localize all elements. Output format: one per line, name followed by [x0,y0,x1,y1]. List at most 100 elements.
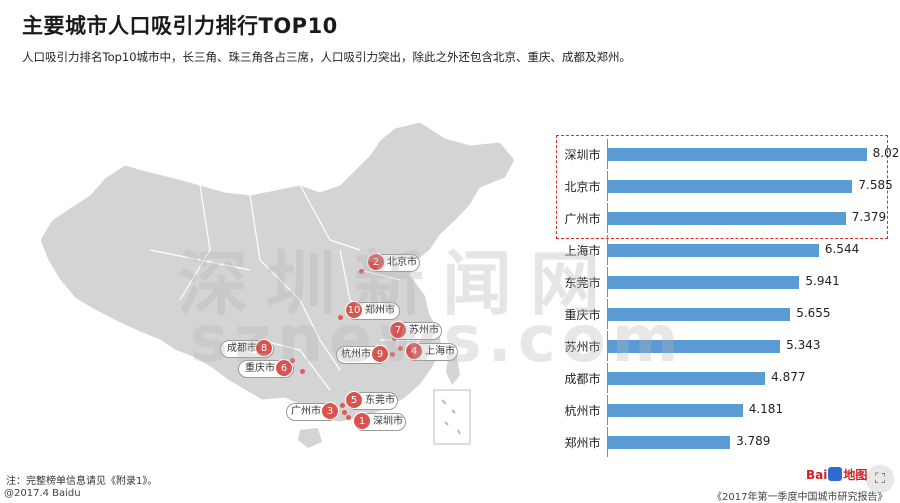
footnote: 注：完整榜单信息请见《附录1》。 [6,476,158,487]
city-name: 杭州市 [341,349,371,360]
value-label: 4.181 [748,402,784,416]
city-name: 东莞市 [365,395,395,406]
page-title: 主要城市人口吸引力排行TOP10 [22,14,338,38]
copyright: @2017.4 Baidu [4,488,81,499]
axis-line [607,267,608,297]
city-name: 苏州市 [409,325,439,336]
city-dot-chengdu [290,358,295,363]
axis-line [607,171,608,201]
bar [608,308,791,321]
south-china-sea-inset [433,389,471,445]
city-name: 广州市 [291,406,321,417]
category-label: 郑州市 [564,436,601,450]
china-mainland [39,121,516,423]
axis-line [607,299,608,329]
axis-line [607,427,608,457]
bar-row: 重庆市 5.655 [556,299,896,329]
bar-row: 北京市 7.585 [556,171,896,201]
category-label: 成都市 [564,372,601,386]
bar [608,404,743,417]
city-name: 深圳市 [373,416,403,427]
city-label-shenzhen: 1 深圳市 [353,412,406,431]
value-label: 5.655 [796,306,831,320]
city-name: 重庆市 [245,363,275,374]
bar-row: 杭州市 4.181 [556,395,896,425]
category-label: 杭州市 [564,404,601,418]
bar-row: 深圳市 8.027 [556,139,900,169]
bar [608,244,819,257]
fullscreen-button[interactable]: ⛶ [867,466,893,492]
city-name: 郑州市 [365,305,395,316]
category-label: 深圳市 [564,148,601,162]
province-borders [149,184,420,391]
rank-badge: 1 [353,412,371,430]
city-label-hangzhou: 杭州市 9 [336,345,389,364]
value-label: 4.877 [771,370,806,384]
city-label-beijing: 2 北京市 [367,253,420,272]
bar-chart: 深圳市 8.027 北京市 7.585 广州市 7.379 上海市 6.544 东莞市 5.941… [556,135,900,459]
top3-highlight-box [556,135,888,239]
rank-badge: 9 [371,345,389,363]
rank-badge: 2 [367,253,385,271]
axis-line [607,203,608,233]
logo-text-map: 地图 [843,468,868,482]
value-label: 6.544 [824,242,860,256]
hainan-island [298,428,322,448]
category-label: 北京市 [564,180,601,194]
city-label-chengdu: 成都市 8 [220,339,274,358]
bar-row: 东莞市 5.941 [556,267,896,297]
city-name: 上海市 [425,346,455,357]
city-dot-guangzhou [342,410,347,415]
bar-row: 郑州市 3.789 [556,427,896,457]
category-label: 东莞市 [564,276,601,290]
value-label: 5.343 [786,338,821,352]
south-china-sea-islands [441,399,461,435]
rank-badge: 4 [405,342,423,360]
axis-line [607,235,608,265]
bar [608,148,867,161]
logo-text-bai: Bai [806,468,828,482]
city-dot-shenzhen [346,415,351,420]
bar [608,180,853,193]
bar-row: 上海市 6.544 [556,235,896,265]
bar-row: 成都市 4.877 [556,363,896,393]
city-name: 北京市 [387,257,417,268]
city-dot-shanghai [398,346,403,351]
bar-row: 苏州市 5.343 [556,331,896,361]
category-label: 苏州市 [564,340,601,354]
fullscreen-icon: ⛶ [875,471,885,487]
bar [608,276,800,289]
city-dot-hangzhou [390,352,395,357]
china-map [0,100,560,480]
rank-badge: 10 [345,301,363,319]
value-label: 7.379 [851,210,887,224]
category-label: 广州市 [564,212,601,226]
city-label-shanghai: 4 上海市 [405,342,458,361]
city-dot-dongguan [340,403,345,408]
city-label-guangzhou: 广州市 3 [286,402,339,421]
rank-badge: 3 [321,402,339,420]
value-label: 7.585 [858,178,893,192]
page-subtitle: 人口吸引力排名Top10城市中，长三角、珠三角各占三席，人口吸引力突出，除此之外… [22,50,632,64]
bar-row: 广州市 7.379 [556,203,896,233]
value-label: 3.789 [736,434,771,448]
bar [608,372,766,385]
axis-line [607,139,608,169]
category-label: 重庆市 [564,308,601,322]
axis-line [607,331,608,361]
city-label-suzhou: 7 苏州市 [389,321,442,340]
axis-line [607,363,608,393]
city-name: 成都市 [227,343,257,354]
bar [608,340,781,353]
report-source: 《2017年第一季度中国城市研究报告》 [712,492,888,503]
china-map-shape [39,121,516,448]
city-label-dongguan: 5 东莞市 [345,391,398,410]
axis-line [607,395,608,425]
city-dot-chongqing [300,369,305,374]
city-label-chongqing: 重庆市 6 [238,359,294,378]
category-label: 上海市 [564,244,601,258]
rank-badge: 7 [389,321,407,339]
bar [608,436,731,449]
rank-badge: 8 [255,339,273,357]
baidu-paw-icon [828,467,843,481]
